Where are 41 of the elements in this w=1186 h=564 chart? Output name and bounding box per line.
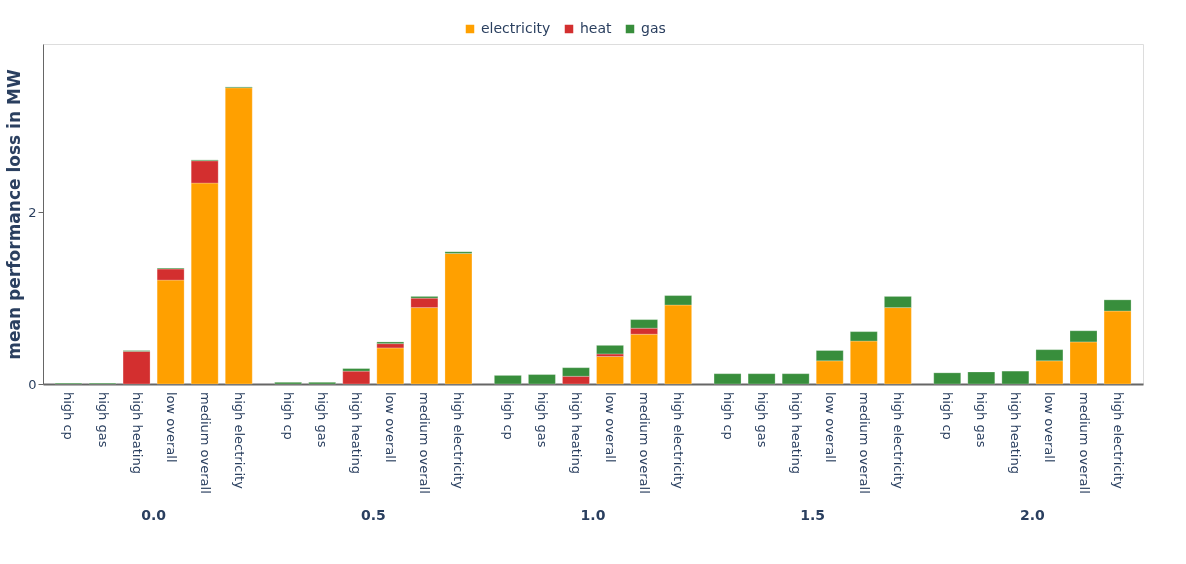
- x-tick-label: high cp: [281, 392, 297, 440]
- x-tick-label: high electricity: [671, 392, 687, 490]
- x-tick-label: medium overall: [856, 392, 872, 494]
- legend-label: gas: [641, 20, 666, 36]
- x-tick-label: high gas: [974, 392, 990, 448]
- y-axis-title: mean performance loss in MW: [4, 69, 25, 360]
- text: 1.5: [800, 507, 826, 523]
- x-tick-label: medium overall: [637, 392, 653, 494]
- x-tick-label: medium overall: [417, 392, 433, 494]
- y-tick-label: 0: [28, 376, 37, 392]
- x-tick-label: high heating: [349, 392, 365, 474]
- x-tick-label: high gas: [754, 392, 770, 448]
- x-tick-label: high heating: [129, 392, 145, 474]
- x-tick-label: high electricity: [451, 392, 467, 490]
- text: 2.0: [1020, 507, 1046, 523]
- x-tick-label: low overall: [1042, 392, 1058, 463]
- x-tick-label: high gas: [534, 392, 550, 448]
- y-tick-label: 2: [28, 204, 37, 220]
- x-tick-label: low overall: [163, 392, 179, 463]
- x-tick-label: high cp: [940, 392, 956, 440]
- x-tick-label: high heating: [1008, 392, 1024, 474]
- x-tick-label: high electricity: [1110, 392, 1126, 490]
- x-tick-label: high electricity: [890, 392, 906, 490]
- text: 0.0: [141, 507, 167, 523]
- x-tick-label: high heating: [568, 392, 584, 474]
- text: 0.5: [360, 507, 386, 523]
- x-tick-label: high cp: [720, 392, 736, 440]
- x-tick-label: low overall: [603, 392, 619, 463]
- x-tick-label: high heating: [788, 392, 804, 474]
- legend-label: heat: [580, 20, 613, 36]
- x-tick-label: medium overall: [197, 392, 213, 494]
- x-tick-label: medium overall: [1076, 392, 1092, 494]
- x-tick-label: high cp: [500, 392, 516, 440]
- x-tick-label: high gas: [95, 392, 111, 448]
- text: 1.0: [580, 507, 606, 523]
- legend-label: electricity: [481, 20, 551, 36]
- x-tick-label: high cp: [61, 392, 77, 440]
- x-tick-label: high gas: [315, 392, 331, 448]
- x-tick-label: high electricity: [231, 392, 247, 490]
- x-tick-label: low overall: [383, 392, 399, 463]
- x-tick-label: low overall: [822, 392, 838, 463]
